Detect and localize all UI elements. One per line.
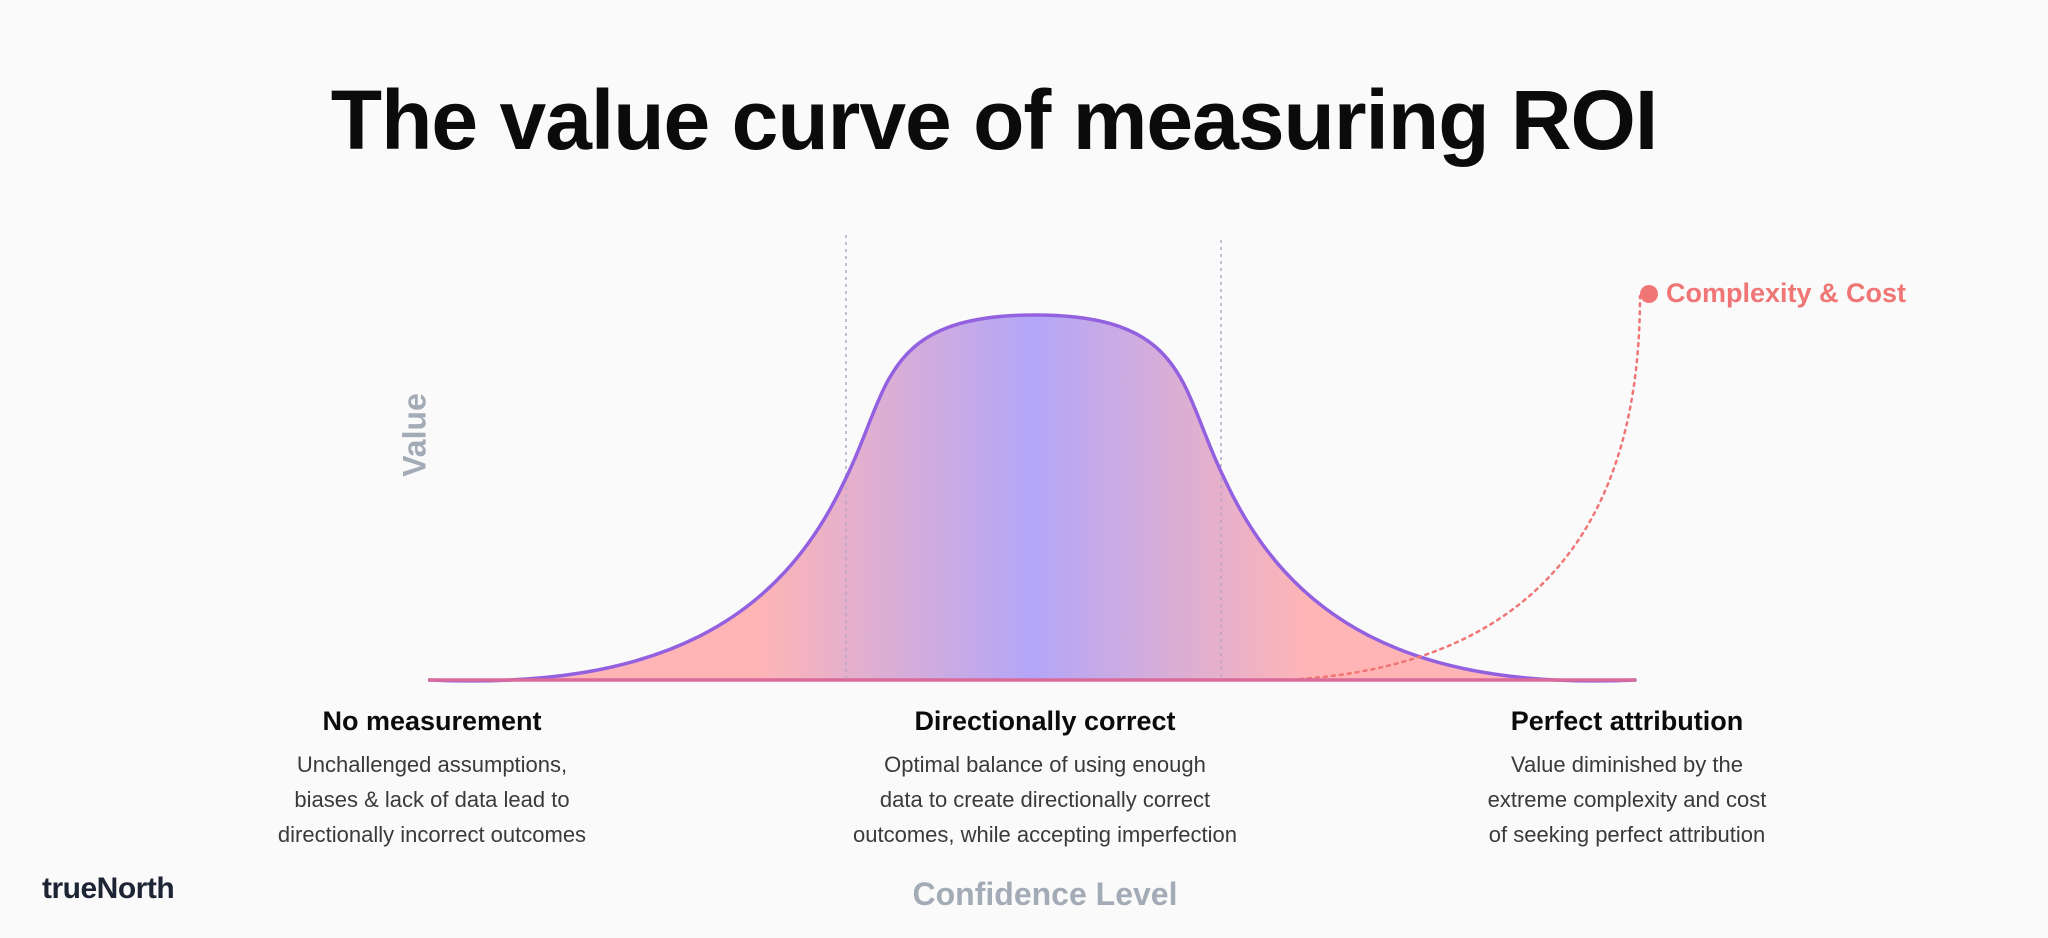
legend-label: Complexity & Cost bbox=[1666, 278, 1907, 308]
truenorth-logo: trueNorth bbox=[42, 872, 175, 905]
zone-description: Value diminished by the extreme complexi… bbox=[1417, 747, 1837, 852]
zone-description-line: extreme complexity and cost bbox=[1487, 787, 1767, 812]
y-axis-label: Value bbox=[396, 393, 433, 477]
zone-description-line: of seeking perfect attribution bbox=[1488, 822, 1766, 847]
zone-title: Directionally correct bbox=[914, 706, 1176, 736]
zone-description-line: Optimal balance of using enough bbox=[884, 752, 1206, 777]
zone-description: Optimal balance of using enough data to … bbox=[835, 747, 1255, 852]
zone-description-line: biases & lack of data lead to bbox=[294, 787, 570, 812]
zone-description: Unchallenged assumptions, biases & lack … bbox=[222, 747, 642, 852]
zone-title: No measurement bbox=[322, 706, 542, 736]
zone-no-measurement: No measurement Unchallenged assumptions,… bbox=[222, 706, 642, 852]
x-axis-label: Confidence Level bbox=[912, 876, 1178, 912]
legend-dot-icon bbox=[1640, 284, 1658, 303]
value-curve-line bbox=[428, 313, 1637, 683]
zone-description-line: outcomes, while accepting imperfection bbox=[853, 822, 1237, 847]
zone-description-line: Value diminished by the bbox=[1511, 752, 1743, 777]
complexity-cost-curve bbox=[1298, 294, 1642, 681]
zone-title: Perfect attribution bbox=[1510, 706, 1744, 736]
zone-perfect-attribution: Perfect attribution Value diminished by … bbox=[1417, 706, 1837, 852]
page-title: The value curve of measuring ROI bbox=[330, 73, 1658, 167]
zone-directionally-correct: Directionally correct Optimal balance of… bbox=[835, 706, 1255, 852]
zone-description-line: directionally incorrect outcomes bbox=[277, 822, 587, 847]
value-curve-fill bbox=[430, 315, 1635, 681]
zone-description-line: Unchallenged assumptions, bbox=[296, 752, 568, 777]
complexity-cost-legend: Complexity & Cost bbox=[1640, 278, 1906, 309]
zone-description-line: data to create directionally correct bbox=[879, 787, 1211, 812]
